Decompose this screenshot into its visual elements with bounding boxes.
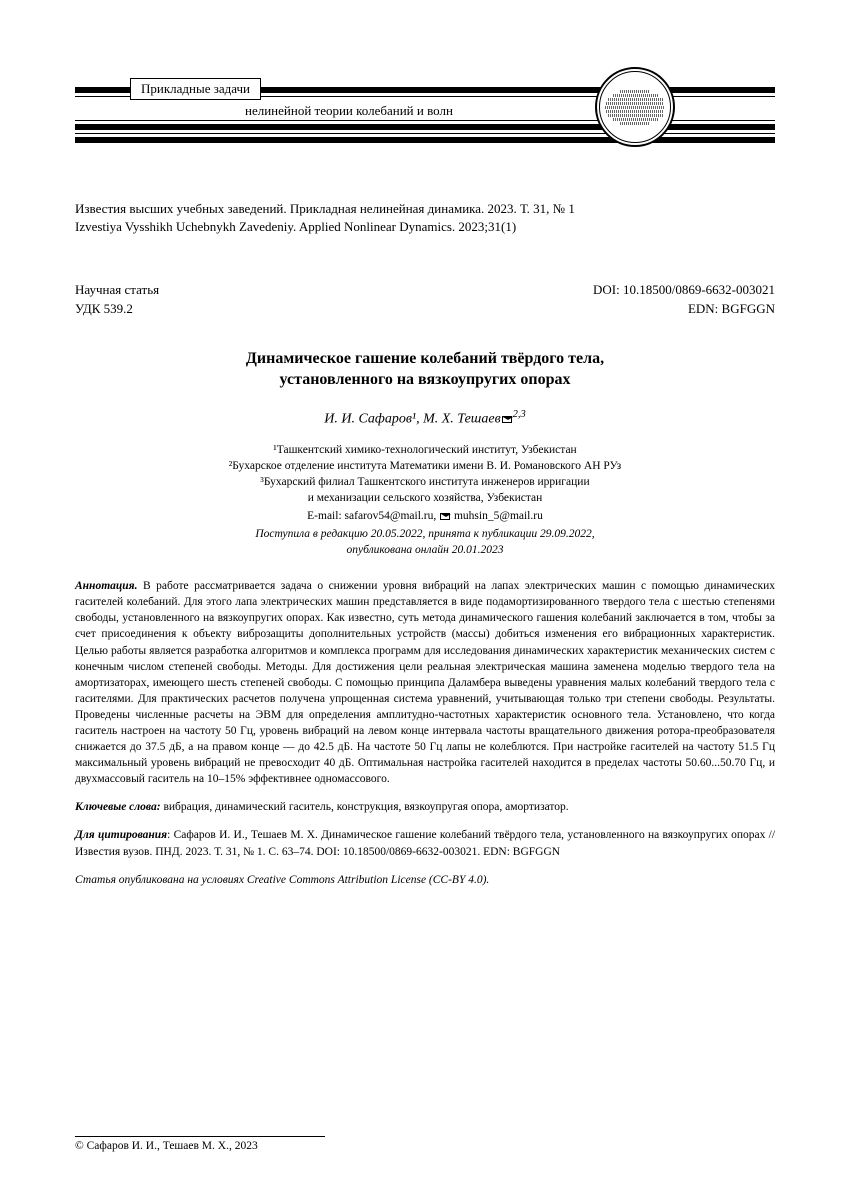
citation: Для цитирования: Сафаров И. И., Тешаев М… [75, 827, 775, 859]
copyright: © Сафаров И. И., Тешаев М. Х., 2023 [75, 1140, 775, 1152]
mail-icon [502, 416, 512, 423]
doi: DOI: 10.18500/0869-6632-003021 [593, 281, 775, 299]
header-banner: Прикладные задачи нелинейной теории коле… [75, 75, 775, 165]
meta-right: DOI: 10.18500/0869-6632-003021 EDN: BGFG… [593, 281, 775, 317]
title-line-1: Динамическое гашение колебаний твёрдого … [75, 348, 775, 370]
abstract-label: Аннотация. [75, 580, 137, 592]
title-line-2: установленного на вязкоупругих опорах [75, 369, 775, 391]
meta-row: Научная статья УДК 539.2 DOI: 10.18500/0… [75, 281, 775, 317]
affiliation-2: ²Бухарское отделение института Математик… [75, 458, 775, 474]
citation-label: Для цитирования [75, 829, 167, 841]
authors-sup: 2,3 [513, 409, 526, 420]
email-2: muhsin_5@mail.ru [454, 510, 543, 522]
footer-divider [75, 1136, 325, 1137]
banner-emblem [595, 67, 675, 147]
banner-subtitle: нелинейной теории колебаний и волн [245, 103, 453, 119]
abstract: Аннотация. В работе рассматривается зада… [75, 578, 775, 787]
footer: © Сафаров И. И., Тешаев М. Х., 2023 [75, 1136, 775, 1152]
keywords: Ключевые слова: вибрация, динамический г… [75, 799, 775, 815]
email-line: E-mail: safarov54@mail.ru, muhsin_5@mail… [75, 510, 775, 522]
mail-icon [440, 513, 450, 520]
affiliations: ¹Ташкентский химико-технологический инст… [75, 442, 775, 506]
banner-category-box: Прикладные задачи [130, 78, 261, 100]
affiliation-3b: и механизации сельского хозяйства, Узбек… [75, 490, 775, 506]
article-type: Научная статья [75, 281, 159, 299]
abstract-text: В работе рассматривается задача о снижен… [75, 580, 775, 785]
udk: УДК 539.2 [75, 300, 159, 318]
email-1: safarov54@mail.ru, [345, 510, 440, 522]
keywords-label: Ключевые слова: [75, 801, 161, 813]
affiliation-3: ³Бухарский филиал Ташкентского института… [75, 474, 775, 490]
authors-text: И. И. Сафаров¹, М. Х. Тешаев [324, 412, 500, 427]
affiliation-1: ¹Ташкентский химико-технологический инст… [75, 442, 775, 458]
journal-line-en: Izvestiya Vysshikh Uchebnykh Zavedeniy. … [75, 218, 775, 236]
meta-left: Научная статья УДК 539.2 [75, 281, 159, 317]
journal-info: Известия высших учебных заведений. Прикл… [75, 200, 775, 236]
email-prefix: E-mail: [307, 510, 344, 522]
journal-line-ru: Известия высших учебных заведений. Прикл… [75, 200, 775, 218]
dates-line-2: опубликована онлайн 20.01.2023 [75, 542, 775, 558]
dates: Поступила в редакцию 20.05.2022, принята… [75, 526, 775, 558]
keywords-text: вибрация, динамический гаситель, констру… [161, 801, 569, 813]
citation-text: : Сафаров И. И., Тешаев М. Х. Динамическ… [75, 829, 775, 857]
license: Статья опубликована на условиях Creative… [75, 872, 775, 888]
article-title: Динамическое гашение колебаний твёрдого … [75, 348, 775, 391]
edn: EDN: BGFGGN [593, 300, 775, 318]
authors: И. И. Сафаров¹, М. Х. Тешаев 2,3 [75, 409, 775, 428]
dates-line-1: Поступила в редакцию 20.05.2022, принята… [75, 526, 775, 542]
